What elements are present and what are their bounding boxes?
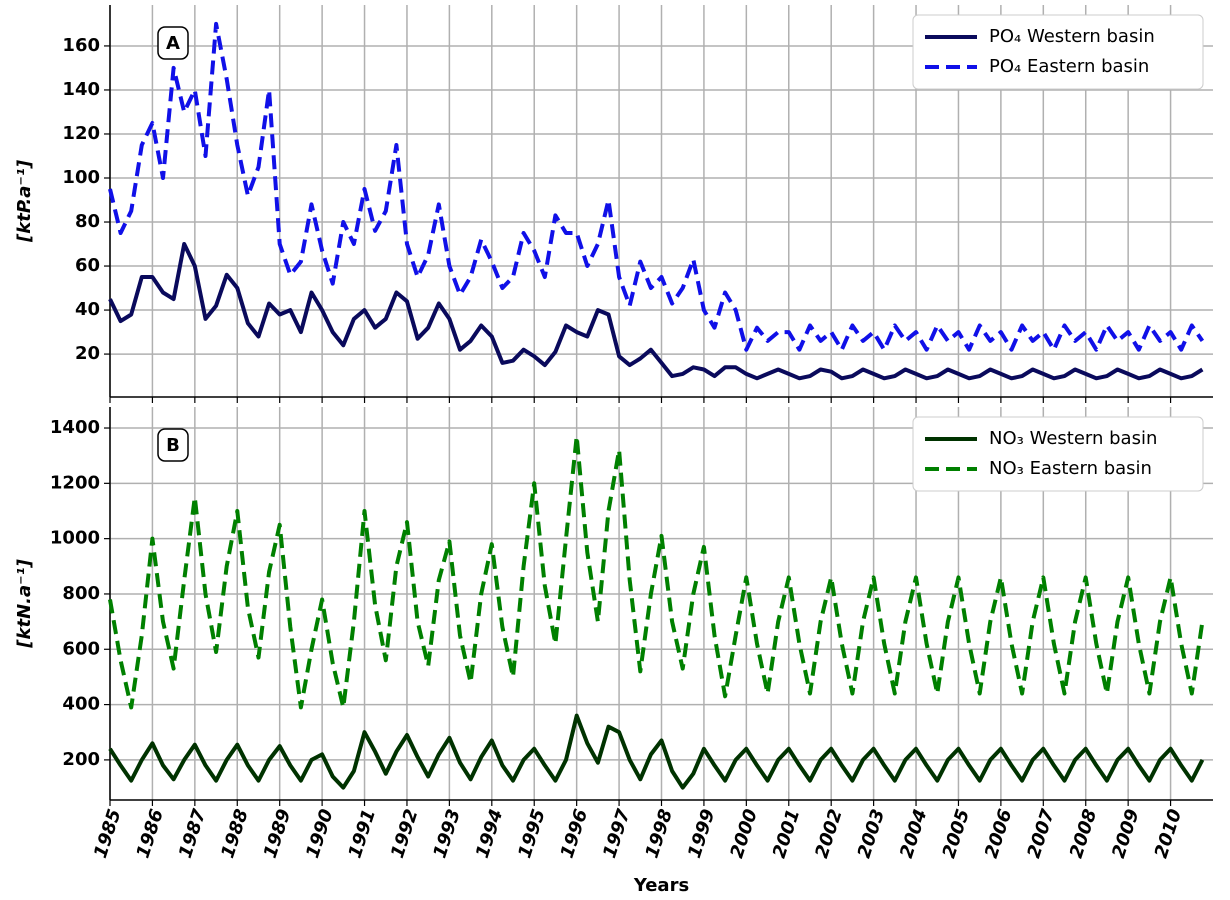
y-tick-label: 400 xyxy=(62,694,100,715)
y-tick-label: 80 xyxy=(75,211,100,232)
x-tick-label: 1985 xyxy=(90,807,125,861)
legend-label: NO₃ Eastern basin xyxy=(989,458,1152,479)
x-tick-label: 1988 xyxy=(217,807,252,861)
panel-label-box xyxy=(157,428,189,462)
x-tick-label: 1990 xyxy=(302,807,337,861)
x-tick-label: 2003 xyxy=(854,807,889,861)
legend-label: PO₄ Western basin xyxy=(989,26,1155,47)
x-tick-label: 1993 xyxy=(429,807,464,861)
y-tick-label: 60 xyxy=(75,255,100,276)
x-tick-label: 2008 xyxy=(1066,807,1101,861)
x-tick-label: 2004 xyxy=(896,807,931,861)
x-tick-label: 1994 xyxy=(472,807,507,861)
data-line xyxy=(108,21,1205,352)
legend-label: PO₄ Eastern basin xyxy=(989,56,1149,77)
y-tick-label: 100 xyxy=(62,167,100,188)
x-tick-label: 1992 xyxy=(387,807,422,861)
x-tick-label: 1986 xyxy=(132,807,167,861)
x-tick-label: 1995 xyxy=(514,807,549,861)
x-tick-label: 2009 xyxy=(1108,807,1143,861)
y-tick-label: 800 xyxy=(62,583,100,604)
y-axis-label: [ktP.a⁻¹] xyxy=(14,159,35,243)
x-tick-label: 2000 xyxy=(726,807,761,861)
x-tick-label: 1999 xyxy=(684,807,719,861)
x-axis-label: Years xyxy=(633,875,689,896)
y-tick-label: 140 xyxy=(62,79,100,100)
data-line xyxy=(108,434,1205,710)
y-tick-label: 1000 xyxy=(50,528,100,549)
legend-box xyxy=(912,416,1204,492)
data-line xyxy=(108,713,1205,790)
panel-label-box xyxy=(157,26,189,60)
x-tick-label: 1987 xyxy=(175,806,211,861)
y-tick-label: 20 xyxy=(75,343,100,364)
y-tick-label: 160 xyxy=(62,35,100,56)
y-tick-label: 200 xyxy=(62,749,100,770)
x-tick-label: 1997 xyxy=(599,806,635,861)
y-axis-label: [ktN.a⁻¹] xyxy=(14,558,35,648)
x-tick-label: 2002 xyxy=(811,807,846,861)
x-tick-label: 1991 xyxy=(345,807,380,861)
y-tick-label: 600 xyxy=(62,638,100,659)
data-line xyxy=(108,242,1204,381)
legend-label: NO₃ Western basin xyxy=(989,428,1157,449)
x-tick-label: 1989 xyxy=(260,807,295,861)
x-tick-label: 1998 xyxy=(642,807,677,861)
x-tick-label: 2010 xyxy=(1151,807,1186,861)
y-tick-label: 1200 xyxy=(50,472,100,493)
y-tick-label: 1400 xyxy=(50,417,100,438)
legend-box xyxy=(912,14,1204,90)
x-tick-label: 1996 xyxy=(557,807,592,861)
x-tick-label: 2005 xyxy=(939,807,974,861)
y-tick-label: 40 xyxy=(75,299,100,320)
x-tick-label: 2006 xyxy=(981,807,1016,861)
y-tick-label: 120 xyxy=(62,123,100,144)
x-tick-label: 2007 xyxy=(1023,806,1059,861)
x-tick-label: 2001 xyxy=(769,807,804,861)
panel-label: B xyxy=(166,435,180,456)
panel-label: A xyxy=(166,33,180,54)
